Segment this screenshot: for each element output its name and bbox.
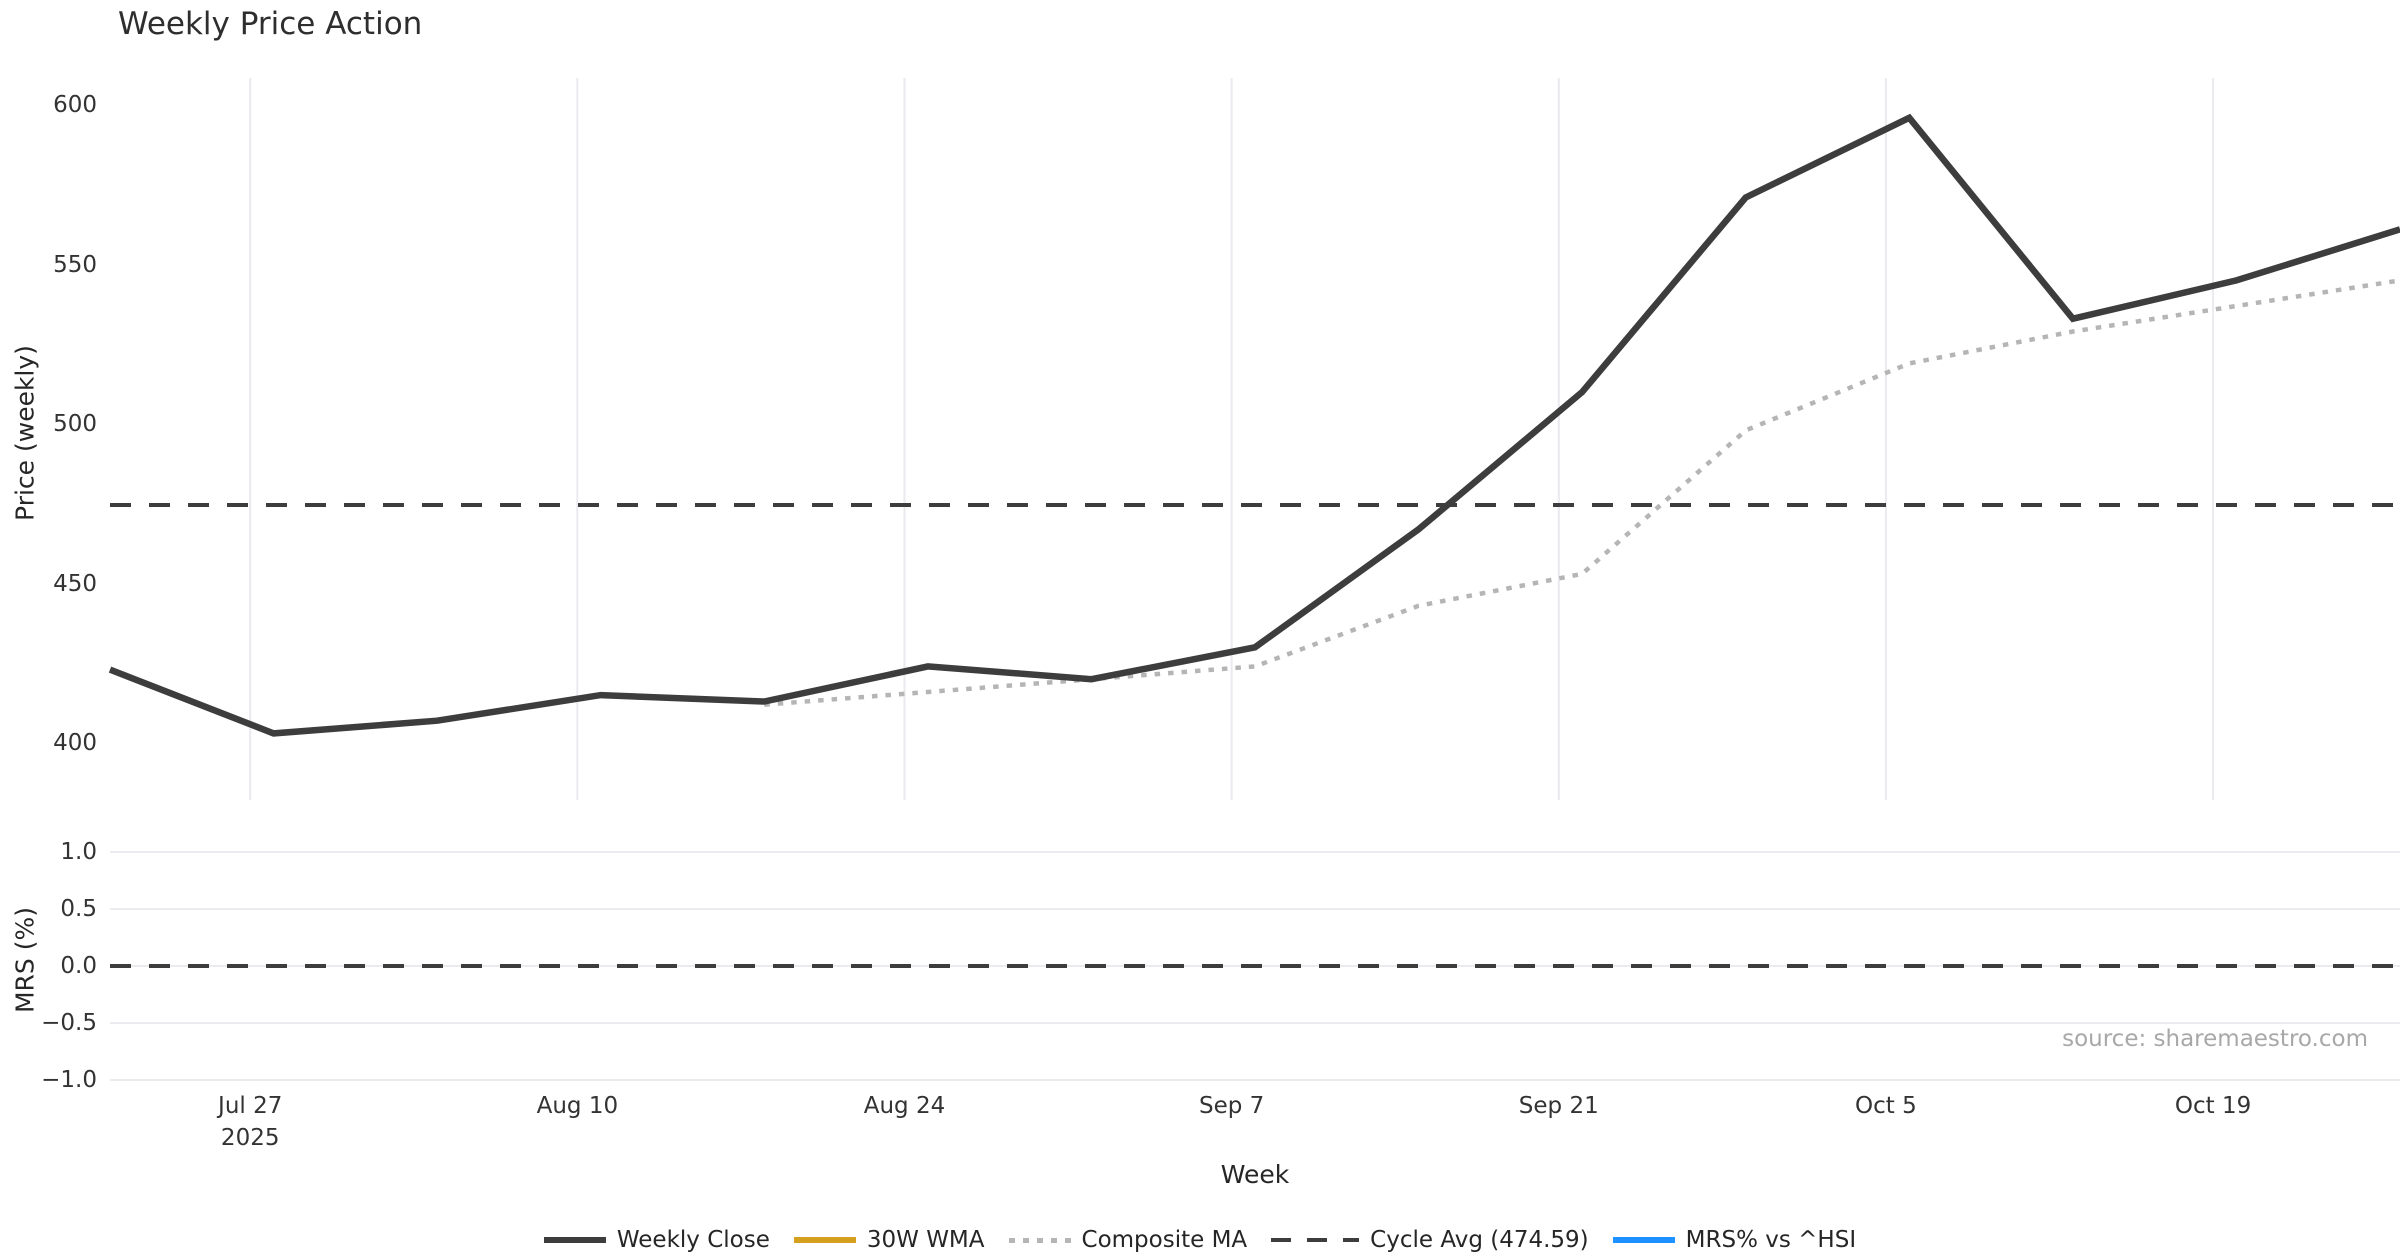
mrs-tick-label: 0.0: [60, 953, 97, 979]
price-tick-label: 500: [53, 411, 97, 437]
price-axis-label: Price (weekly): [10, 345, 40, 521]
x-tick-label: Sep 7: [1198, 1093, 1265, 1119]
legend-item: 30W WMA: [793, 1227, 985, 1253]
mrs-axis-label: MRS (%): [10, 906, 40, 1014]
legend: Weekly Close 30W WMA Composite MA Cycle Avg…: [0, 1220, 2400, 1260]
x-tick-label: Aug 24: [863, 1093, 946, 1119]
mrs-tick-label: 0.5: [60, 896, 97, 922]
legend-label: Weekly Close: [616, 1227, 770, 1253]
legend-item: Cycle Avg (474.59): [1271, 1227, 1589, 1253]
legend-item: Weekly Close: [543, 1227, 770, 1253]
legend-swatch-mrs-vs-hsi: [1612, 1237, 1675, 1243]
legend-swatch-composite-ma: [1008, 1237, 1071, 1243]
legend-label: 30W WMA: [866, 1227, 985, 1253]
price-tick-label: 550: [53, 251, 97, 278]
price-tick-label: 400: [53, 730, 97, 756]
legend-item: MRS% vs ^HSI: [1612, 1227, 1857, 1253]
chart-title: Weekly Price Action: [118, 6, 423, 42]
legend-label: Composite MA: [1081, 1227, 1248, 1253]
price-tick-label: 450: [53, 570, 97, 597]
mrs-tick-label: 1.0: [60, 839, 97, 865]
legend-label: Cycle Avg (474.59): [1370, 1227, 1589, 1253]
weekly-close-line: [108, 113, 2400, 737]
x-tick-label: Oct 5: [1855, 1093, 1917, 1119]
legend-swatch-30w-wma: [793, 1237, 856, 1243]
legend-item: Composite MA: [1008, 1227, 1248, 1253]
legend-swatch-weekly-close: [543, 1237, 606, 1243]
mrs-tick-label: −1.0: [41, 1067, 97, 1093]
legend-label: MRS% vs ^HSI: [1685, 1227, 1857, 1253]
price-tick-label: 600: [53, 92, 97, 118]
legend-swatch-cycle-avg-474-59-: [1271, 1238, 1360, 1242]
x-axis-label: Week: [1220, 1160, 1290, 1189]
source-note: source: sharemaestro.com: [2062, 1026, 2368, 1052]
x-tick-label: Jul 27 2025: [218, 1093, 283, 1152]
mrs-tick-label: −0.5: [41, 1010, 97, 1036]
x-tick-label: Oct 19: [2174, 1093, 2252, 1119]
x-tick-label: Aug 10: [536, 1093, 619, 1119]
composite-ma-line: [764, 278, 2400, 707]
x-tick-label: Sep 21: [1518, 1093, 1599, 1119]
